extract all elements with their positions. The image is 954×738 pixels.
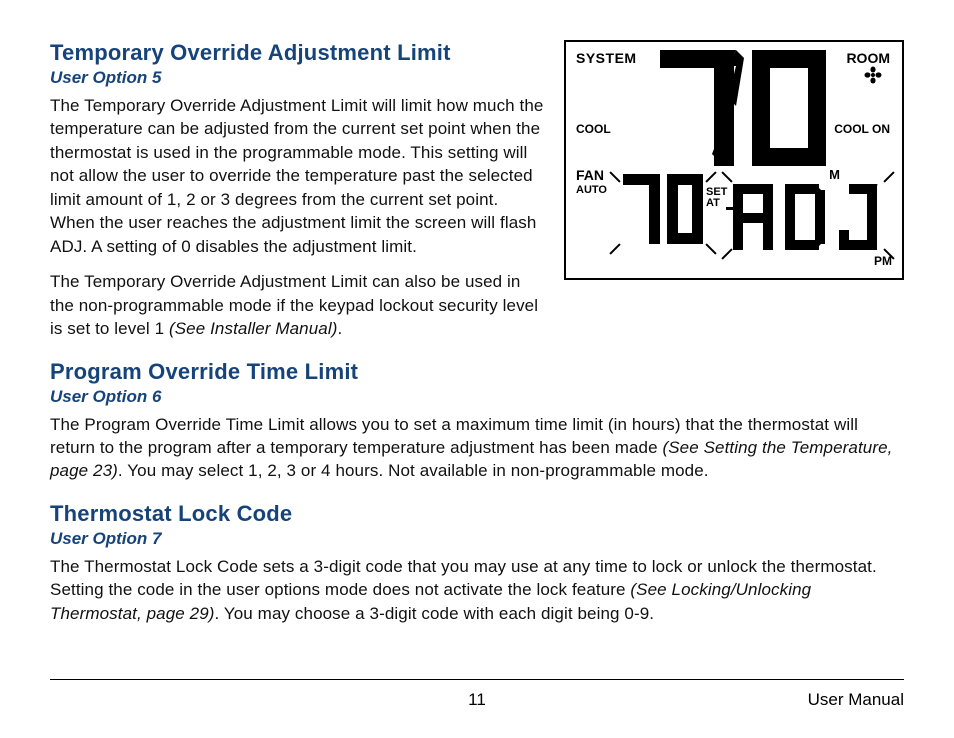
para-s1-2: The Temporary Override Adjustment Limit …	[50, 270, 544, 340]
para-s1-1: The Temporary Override Adjustment Limit …	[50, 94, 544, 258]
para-s3-1: The Thermostat Lock Code sets a 3-digit …	[50, 555, 904, 625]
lcd-label-system: SYSTEM	[576, 50, 637, 66]
fan-icon	[864, 66, 882, 84]
lcd-label-cool-on: COOL ON	[834, 122, 890, 136]
lcd-minus-icon	[726, 207, 738, 210]
heading-program-override: Program Override Time Limit	[50, 359, 904, 385]
page-number: 11	[50, 690, 904, 710]
heading-lock-code: Thermostat Lock Code	[50, 501, 904, 527]
lcd-label-set-at: SET AT	[706, 187, 727, 209]
para-s2-1: The Program Override Time Limit allows y…	[50, 413, 904, 483]
lcd-mode-text	[731, 180, 891, 256]
lcd-label-fan: FAN	[576, 167, 604, 183]
section-thermostat-lock-code: Thermostat Lock Code User Option 7 The T…	[50, 501, 904, 625]
heading-temp-override-adj: Temporary Override Adjustment Limit	[50, 40, 544, 66]
lcd-label-room: ROOM	[846, 50, 890, 66]
user-option-7-label: User Option 7	[50, 529, 904, 549]
lcd-label-cool: COOL	[576, 122, 611, 136]
lcd-label-auto: AUTO	[576, 184, 607, 196]
page-footer: 11 User Manual	[50, 690, 904, 710]
footer-rule	[50, 679, 904, 680]
lcd-display: SYSTEM ROOM COOL COOL ON FAN AUTO M DAY	[564, 40, 904, 280]
para-s2-1c: . You may select 1, 2, 3 or 4 hours. Not…	[118, 461, 709, 480]
lcd-small-temp	[621, 172, 707, 246]
section-override-adjustment-limit: Temporary Override Adjustment Limit User…	[50, 40, 544, 341]
para-s1-2c: .	[337, 319, 342, 338]
user-option-6-label: User Option 6	[50, 387, 904, 407]
para-s3-1c: . You may choose a 3-digit code with eac…	[215, 604, 655, 623]
lcd-big-temp	[656, 48, 836, 166]
user-option-5-label: User Option 5	[50, 68, 544, 88]
section-program-override-time: Program Override Time Limit User Option …	[50, 359, 904, 483]
lcd-label-at: AT	[706, 197, 720, 209]
para-s1-2b-ital: (See Installer Manual)	[169, 319, 338, 338]
